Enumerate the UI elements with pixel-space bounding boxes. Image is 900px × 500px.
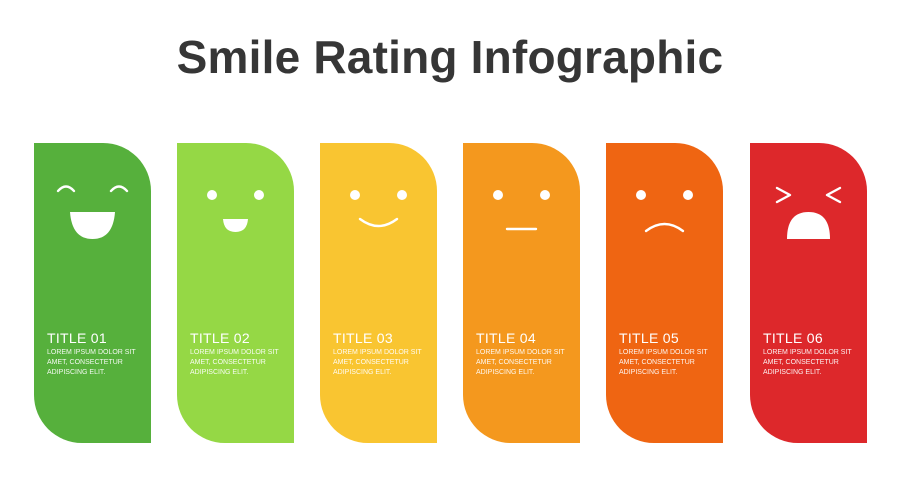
sad-face-icon — [636, 190, 693, 233]
laughing-face-icon — [56, 185, 129, 239]
rating-card-01: TITLE 01 LOREM IPSUM DOLOR SIT AMET, CON… — [34, 143, 151, 443]
card-description: LOREM IPSUM DOLOR SIT AMET, CONSECTETUR … — [619, 349, 708, 376]
rating-card-05: TITLE 05 LOREM IPSUM DOLOR SIT AMET, CON… — [606, 143, 723, 443]
card-title: TITLE 01 — [47, 330, 107, 346]
card-title: TITLE 02 — [190, 330, 250, 346]
card-description: LOREM IPSUM DOLOR SIT AMET, CONSECTETUR … — [476, 349, 565, 376]
rating-card-03: TITLE 03 LOREM IPSUM DOLOR SIT AMET, CON… — [320, 143, 437, 443]
rating-card-06: TITLE 06 LOREM IPSUM DOLOR SIT AMET, CON… — [750, 143, 867, 443]
card-description: LOREM IPSUM DOLOR SIT AMET, CONSECTETUR … — [333, 349, 422, 376]
rating-card-02: TITLE 02 LOREM IPSUM DOLOR SIT AMET, CON… — [177, 143, 294, 443]
card-description: LOREM IPSUM DOLOR SIT AMET, CONSECTETUR … — [190, 349, 279, 376]
rating-card-04: TITLE 04 LOREM IPSUM DOLOR SIT AMET, CON… — [463, 143, 580, 443]
crying-face-icon — [775, 186, 842, 239]
happy-face-icon — [207, 190, 264, 232]
page-title: Smile Rating Infographic — [176, 31, 724, 83]
rating-cards: TITLE 01 LOREM IPSUM DOLOR SIT AMET, CON… — [34, 143, 868, 443]
card-description: LOREM IPSUM DOLOR SIT AMET, CONSECTETUR … — [763, 349, 852, 376]
card-description: LOREM IPSUM DOLOR SIT AMET, CONSECTETUR … — [47, 349, 136, 376]
card-title: TITLE 03 — [333, 330, 393, 346]
card-title: TITLE 04 — [476, 330, 536, 346]
neutral-face-icon — [493, 190, 550, 231]
smiling-face-icon — [350, 190, 407, 228]
card-title: TITLE 05 — [619, 330, 679, 346]
card-title: TITLE 06 — [763, 330, 823, 346]
